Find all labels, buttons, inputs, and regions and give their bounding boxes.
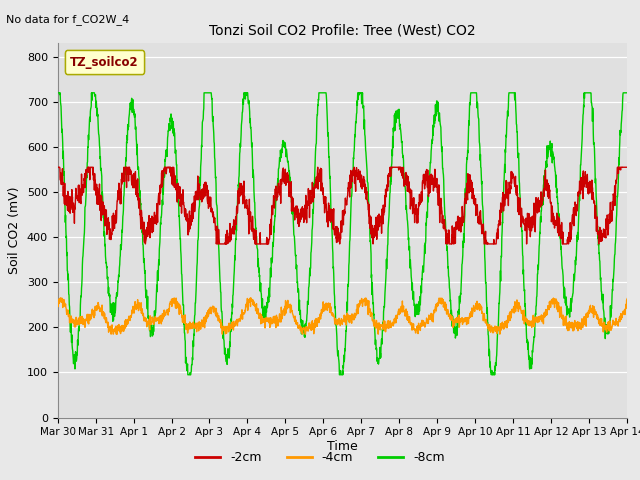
Title: Tonzi Soil CO2 Profile: Tree (West) CO2: Tonzi Soil CO2 Profile: Tree (West) CO2 xyxy=(209,24,476,38)
Legend: -2cm, -4cm, -8cm: -2cm, -4cm, -8cm xyxy=(190,446,450,469)
Legend:  xyxy=(65,50,144,74)
X-axis label: Time: Time xyxy=(327,440,358,453)
Y-axis label: Soil CO2 (mV): Soil CO2 (mV) xyxy=(8,187,21,274)
Text: No data for f_CO2W_4: No data for f_CO2W_4 xyxy=(6,14,130,25)
